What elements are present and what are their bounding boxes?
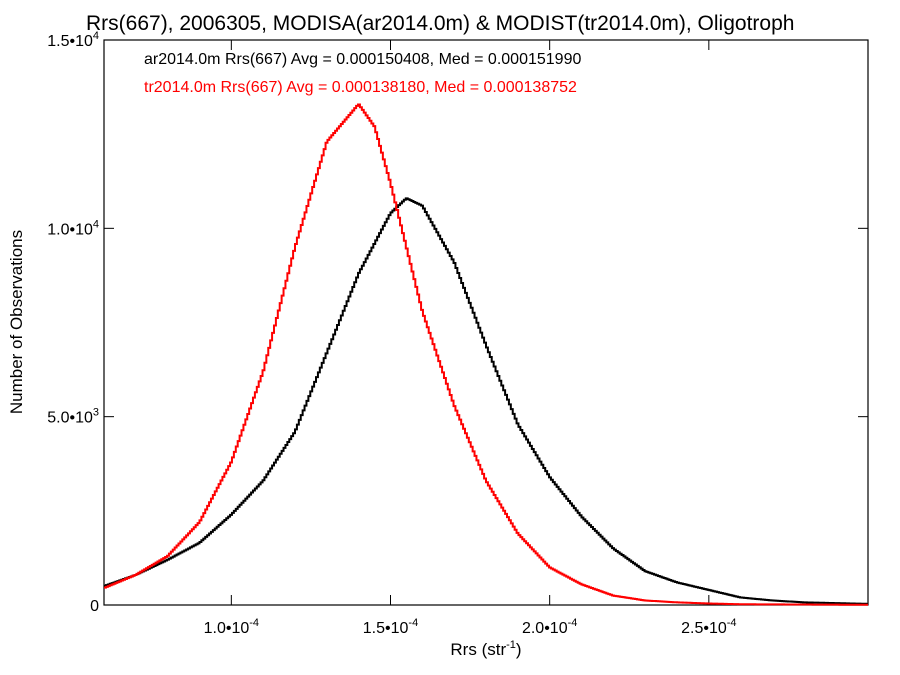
x-tick-mantissa: 1.0•10 (204, 620, 250, 637)
x-tick-mantissa: 2.0•10 (522, 620, 568, 637)
y-tick-label: 1.0•104 (47, 218, 99, 238)
series-group (103, 103, 869, 606)
legend-tr2014: tr2014.0m Rrs(667) Avg = 0.000138180, Me… (144, 79, 577, 96)
x-tick-exponent: -4 (568, 617, 578, 629)
y-tick-label: 0 (90, 598, 99, 615)
y-tick-exponent: 4 (93, 30, 99, 42)
y-tick-mantissa: 5.0•10 (47, 410, 93, 427)
x-tick-exponent: -4 (727, 617, 737, 629)
x-tick-exponent: -4 (408, 617, 418, 629)
x-tick-label: 2.5•10-4 (681, 617, 736, 637)
x-tick-label: 2.0•10-4 (522, 617, 577, 637)
legend-ar2014: ar2014.0m Rrs(667) Avg = 0.000150408, Me… (144, 51, 581, 68)
y-tick-mantissa: 1.0•10 (47, 221, 93, 238)
x-axis-label-end: ) (516, 640, 522, 659)
x-axis-label: Rrs (str-1) (450, 639, 521, 659)
x-tick-label: 1.5•10-4 (363, 617, 418, 637)
y-tick-label: 1.5•104 (47, 30, 99, 50)
series-line-ar2014.0m (104, 197, 868, 605)
x-tick-mantissa: 1.5•10 (363, 620, 409, 637)
y-tick-mantissa: 0 (90, 598, 99, 615)
x-axis-ticks: 1.0•10-4 1.5•10-4 2.0•10-4 2.5•10-4 (204, 40, 737, 637)
chart-title: Rrs(667), 2006305, MODISA(ar2014.0m) & M… (86, 12, 794, 35)
y-tick-exponent: 3 (93, 407, 99, 419)
x-axis-label-main: Rrs (str (450, 640, 506, 659)
y-axis-label: Number of Observations (7, 230, 26, 414)
series-line-tr2014.0m (104, 103, 868, 606)
plot-frame (103, 39, 869, 606)
y-tick-label: 5.0•103 (47, 407, 99, 427)
x-axis-label-sup: -1 (506, 639, 516, 651)
x-tick-label: 1.0•10-4 (204, 617, 259, 637)
y-tick-exponent: 4 (93, 218, 99, 230)
x-tick-exponent: -4 (249, 617, 259, 629)
x-tick-mantissa: 2.5•10 (681, 620, 727, 637)
y-tick-mantissa: 1.5•10 (47, 33, 93, 50)
